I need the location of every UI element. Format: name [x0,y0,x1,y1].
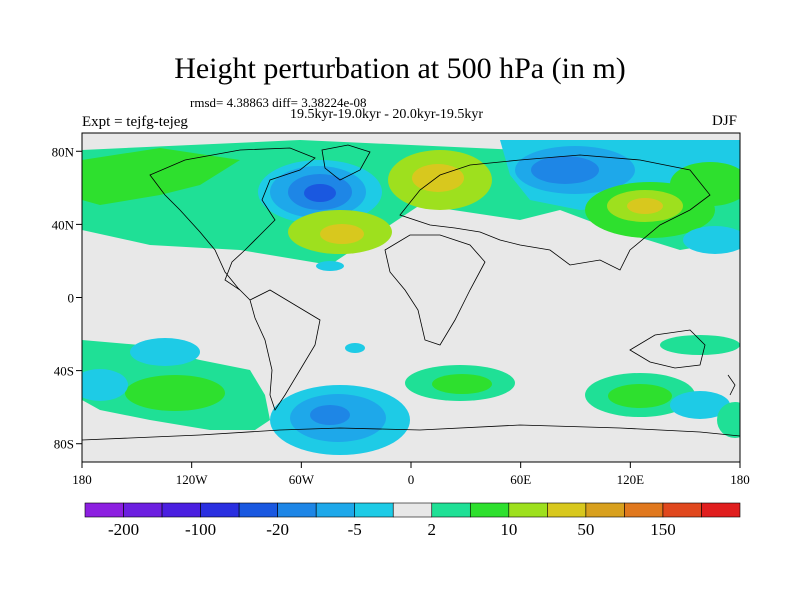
south-pacific-high [125,375,225,411]
colorbar-swatch [238,502,278,518]
colorbar-swatch [354,502,394,518]
x-tick-label: 120W [176,472,209,487]
y-tick-label: 40S [54,364,74,379]
north-america-coast [149,147,316,301]
colorbar-label: -5 [348,520,362,539]
pacific-high-east [670,162,740,206]
axis-ticks: 180 120W 60W 0 60E 120E 180 80N 40N 0 40S 80S [52,144,750,487]
y-tick-label: 40N [52,217,75,232]
y-tick-label: 0 [68,291,75,306]
colorbar-swatch [547,502,587,518]
south-pacific-low-west [82,369,128,401]
colorbar-swatch [624,502,664,518]
north-hemisphere-anomalies [82,140,740,271]
eurasia-coast [399,154,711,271]
season-label: DJF [712,113,738,129]
new-zealand-coast [727,374,736,396]
greenland-coast [321,144,371,181]
colorbar-swatch [508,502,548,518]
colorbar-swatch [585,502,625,518]
colorbar-swatch [84,502,124,518]
southeast-pacific-high-core [608,384,672,408]
x-tick-label: 180 [72,472,92,487]
period-text: 19.5kyr-19.0kyr - 20.0kyr-19.5kyr [290,107,484,122]
south-atlantic-low-core [310,405,350,425]
experiment-label: Expt = tejfg-tejeg [82,114,188,130]
colorbar-label: -200 [108,520,139,539]
australia-coast [629,329,706,369]
colorbar-label: 2 [428,520,437,539]
x-tick-label: 60E [510,472,531,487]
south-indian-high-core [432,374,492,394]
colorbar-swatch [123,502,163,518]
x-tick-label: 120E [617,472,645,487]
colorbar: -200 -100 -20 -5 2 10 50 150 [84,502,741,539]
east-asia-high-core [627,198,663,214]
subtropical-low-spot [316,261,344,271]
north-pacific-green [82,148,240,205]
south-pacific-high-east [717,402,740,438]
small-low-spot [345,343,365,353]
colorbar-swatch [662,502,702,518]
colorbar-swatch [431,502,471,518]
colorbar-label: -100 [185,520,216,539]
coastlines [82,144,740,441]
colorbar-swatch [392,502,433,518]
africa-coast [384,234,486,346]
north-america-low-core [304,184,336,202]
south-pacific-low-north [130,338,200,366]
map-area [82,133,740,462]
colorbar-swatch [315,502,356,518]
y-tick-label: 80N [52,144,75,159]
chart-title: Height perturbation at 500 hPa (in m) [174,52,626,85]
atlantic-high-core [320,224,364,244]
x-tick-label: 60W [289,472,315,487]
x-tick-label: 0 [408,472,415,487]
europe-high-core [412,164,464,192]
colorbar-label: 10 [500,520,517,539]
north-pacific-east-low [683,226,740,254]
colorbar-swatch [161,502,201,518]
siberia-low-inner [531,156,599,184]
y-tick-label: 80S [54,437,74,452]
colorbar-swatch [469,502,510,518]
stats-text: rmsd= 4.38863 diff= 3.38224e-08 [190,95,367,110]
colorbar-label: 50 [577,520,594,539]
antarctica-coast [82,424,740,441]
south-pacific-low-east [670,391,730,419]
australia-high [660,335,740,355]
colorbar-swatch [200,502,240,518]
x-tick-label: 180 [730,472,750,487]
colorbar-swatch [277,502,317,518]
south-hemisphere-anomalies [82,335,740,455]
colorbar-label: -20 [266,520,289,539]
south-america-coast [249,289,321,411]
colorbar-swatch [701,502,741,518]
colorbar-label: 150 [650,520,676,539]
